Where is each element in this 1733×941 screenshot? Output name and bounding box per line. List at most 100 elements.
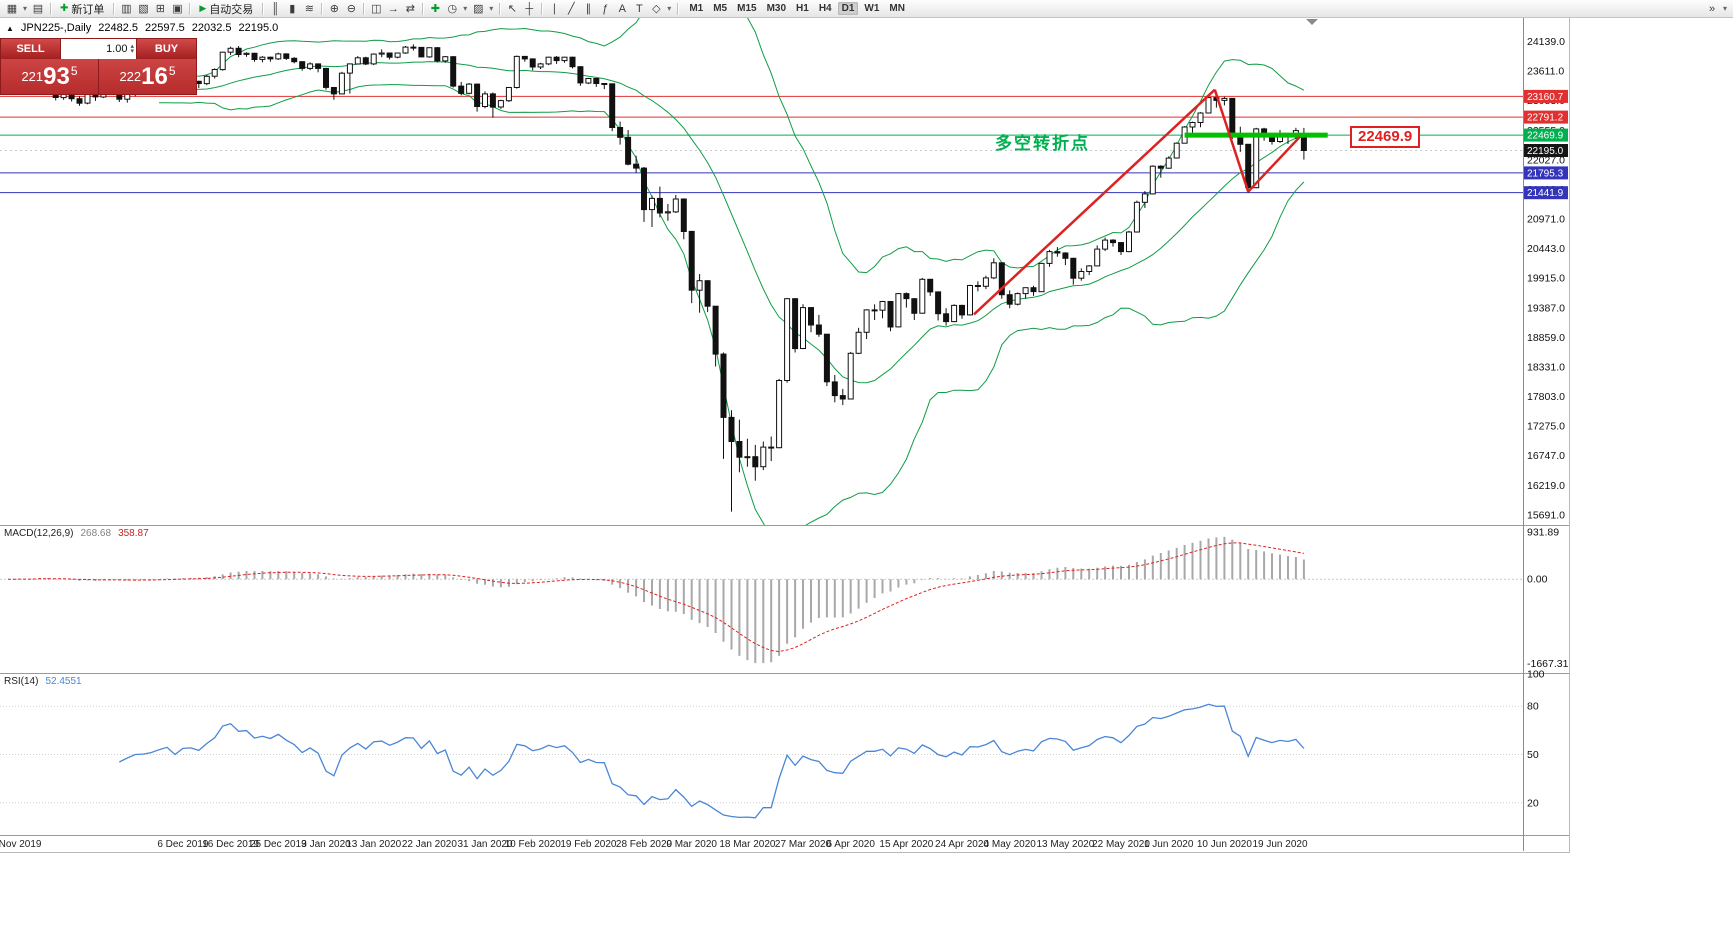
channel-icon[interactable]: ∥ xyxy=(585,2,592,15)
timeframe-button-M15[interactable]: M15 xyxy=(737,3,757,14)
crosshair-icon[interactable]: ┼ xyxy=(525,2,534,15)
timeframe-button-M30[interactable]: M30 xyxy=(766,3,787,14)
sell-price-display[interactable]: 221 93 5 xyxy=(1,59,98,94)
timeframe-button-D1[interactable]: D1 xyxy=(837,2,859,15)
open-value: 22482.5 xyxy=(98,22,138,34)
auto-scroll-icon[interactable]: → xyxy=(387,2,399,15)
timeframe-button-M5[interactable]: M5 xyxy=(713,3,728,14)
volume-up-icon[interactable]: ▴ xyxy=(130,43,134,50)
new-chart-dropdown-icon[interactable]: ▾ xyxy=(22,3,27,13)
periods-icon[interactable]: ◷ xyxy=(447,2,458,15)
toolbar-overflow-icon[interactable]: » xyxy=(1708,2,1716,15)
buy-price-display[interactable]: 222 16 5 xyxy=(99,59,196,94)
price-axis[interactable]: 24139.023611.023083.022555.022027.021499… xyxy=(1527,36,1565,521)
timeframe-button-W1[interactable]: W1 xyxy=(864,3,880,14)
svg-text:28 Feb 2020: 28 Feb 2020 xyxy=(616,839,673,850)
timeframe-button-H1[interactable]: H1 xyxy=(796,3,809,14)
templates-icon[interactable]: ▨ xyxy=(473,2,484,15)
svg-text:22195.0: 22195.0 xyxy=(1527,146,1564,157)
tile-windows-icon[interactable]: ◫ xyxy=(371,2,382,15)
rsi-value: 52.4551 xyxy=(45,676,82,687)
rsi-axis[interactable]: 100 80 50 20 xyxy=(1527,669,1545,810)
one-click-trading-panel: SELL 1.00 ▴ ▾ BUY 221 93 5 222 16 5 xyxy=(0,38,197,95)
svg-text:9 Mar 2020: 9 Mar 2020 xyxy=(666,839,717,850)
indicators-add-icon[interactable]: ✚ xyxy=(430,2,440,15)
main-toolbar: ▦ ▾ ▤ ✚ 新订单 ▥ ▧ ⊞ ▣ ▶ 自动交易 ║ ▮ ≋ ⊕ ⊖ ◫ →… xyxy=(0,0,1733,18)
svg-text:24 Apr 2020: 24 Apr 2020 xyxy=(935,839,989,850)
zoom-out-icon[interactable]: ⊖ xyxy=(346,2,356,15)
rsi-name: RSI(14) xyxy=(4,676,39,687)
trendline-object[interactable] xyxy=(1213,89,1250,193)
timeframe-button-MN[interactable]: MN xyxy=(889,3,905,14)
sell-price-prefix: 221 xyxy=(21,69,44,84)
svg-text:13 Jan 2020: 13 Jan 2020 xyxy=(346,839,401,850)
toolbar-separator xyxy=(50,2,51,15)
price-divider xyxy=(98,59,99,94)
svg-text:100: 100 xyxy=(1527,669,1545,681)
toolbar-separator xyxy=(499,2,501,15)
candlestick-chart-icon[interactable]: ▮ xyxy=(289,2,296,15)
svg-text:23611.0: 23611.0 xyxy=(1527,66,1564,78)
timeframe-button-M1[interactable]: M1 xyxy=(689,3,704,14)
data-window-icon[interactable]: ▧ xyxy=(138,2,149,15)
svg-text:18 Mar 2020: 18 Mar 2020 xyxy=(719,839,776,850)
line-chart-icon[interactable]: ≋ xyxy=(304,2,314,15)
macd-histogram xyxy=(14,536,1305,664)
one-click-collapse-icon[interactable]: ▲ xyxy=(6,23,14,33)
macd-name: MACD(12,26,9) xyxy=(4,528,74,539)
profiles-icon[interactable]: ▤ xyxy=(32,2,44,15)
toolbar-separator xyxy=(363,2,365,15)
macd-axis[interactable]: 931.89 0.00 -1667.31 xyxy=(1527,527,1569,671)
sell-price-sup: 5 xyxy=(70,63,78,78)
fibonacci-icon[interactable]: ƒ xyxy=(602,2,609,15)
svg-text:80: 80 xyxy=(1527,701,1539,713)
text-icon[interactable]: A xyxy=(618,2,626,15)
volume-input[interactable]: 1.00 ▴ ▾ xyxy=(60,39,137,59)
high-value: 22597.5 xyxy=(145,22,185,34)
svg-text:24139.0: 24139.0 xyxy=(1527,36,1565,48)
low-value: 22032.5 xyxy=(191,22,232,34)
trendline-icon[interactable]: ╱ xyxy=(568,2,575,15)
volume-value: 1.00 xyxy=(106,43,128,55)
chart-shift-icon[interactable]: ⇄ xyxy=(405,2,415,15)
svg-text:18331.0: 18331.0 xyxy=(1527,362,1565,374)
shapes-dropdown-icon[interactable]: ▾ xyxy=(667,3,672,13)
svg-text:16219.0: 16219.0 xyxy=(1527,480,1565,492)
volume-down-icon[interactable]: ▾ xyxy=(130,48,134,55)
svg-text:22791.2: 22791.2 xyxy=(1527,113,1564,124)
bar-chart-icon[interactable]: ║ xyxy=(271,2,280,15)
svg-text:19387.0: 19387.0 xyxy=(1527,302,1565,314)
autotrade-button[interactable]: ▶ 自动交易 xyxy=(194,1,258,17)
chart-shift-marker[interactable] xyxy=(1306,19,1318,25)
sell-button[interactable]: SELL xyxy=(1,39,60,59)
trendline-object[interactable] xyxy=(973,88,1216,316)
new-order-label: 新订单 xyxy=(71,3,105,16)
toolbar-overflow-caret-icon[interactable]: ▾ xyxy=(1722,3,1727,13)
price-level-label[interactable]: 22469.9 xyxy=(1350,126,1421,148)
market-watch-icon[interactable]: ▥ xyxy=(121,2,132,15)
chart-canvas[interactable]: 24139.023611.023083.022555.022027.021499… xyxy=(0,18,1569,852)
cursor-icon[interactable]: ↖ xyxy=(507,2,517,15)
svg-text:19 Jun 2020: 19 Jun 2020 xyxy=(1252,839,1307,850)
svg-text:20: 20 xyxy=(1527,797,1539,809)
svg-text:22027.0: 22027.0 xyxy=(1527,154,1565,166)
new-chart-icon[interactable]: ▦ xyxy=(6,2,18,15)
zoom-in-icon[interactable]: ⊕ xyxy=(329,2,339,15)
templates-dropdown-icon[interactable]: ▾ xyxy=(489,3,494,13)
candles-layer xyxy=(5,44,1307,512)
buy-button[interactable]: BUY xyxy=(137,39,196,59)
new-order-button[interactable]: ✚ 新订单 xyxy=(55,1,109,17)
shapes-icon[interactable]: ◇ xyxy=(652,2,661,15)
svg-text:27 Mar 2020: 27 Mar 2020 xyxy=(775,839,832,850)
periods-dropdown-icon[interactable]: ▾ xyxy=(463,3,468,13)
timeframe-button-H4[interactable]: H4 xyxy=(818,3,832,14)
terminal-icon[interactable]: ▣ xyxy=(172,2,183,15)
vertical-line-icon[interactable]: ∣ xyxy=(551,2,558,15)
macd-signal-value: 358.87 xyxy=(118,528,149,539)
rsi-label: RSI(14) 52.4551 xyxy=(4,676,82,687)
text-label-icon[interactable]: T xyxy=(635,2,643,15)
svg-text:23160.7: 23160.7 xyxy=(1527,92,1564,103)
trendline-object[interactable] xyxy=(1247,135,1301,193)
navigator-icon[interactable]: ⊞ xyxy=(155,2,165,15)
